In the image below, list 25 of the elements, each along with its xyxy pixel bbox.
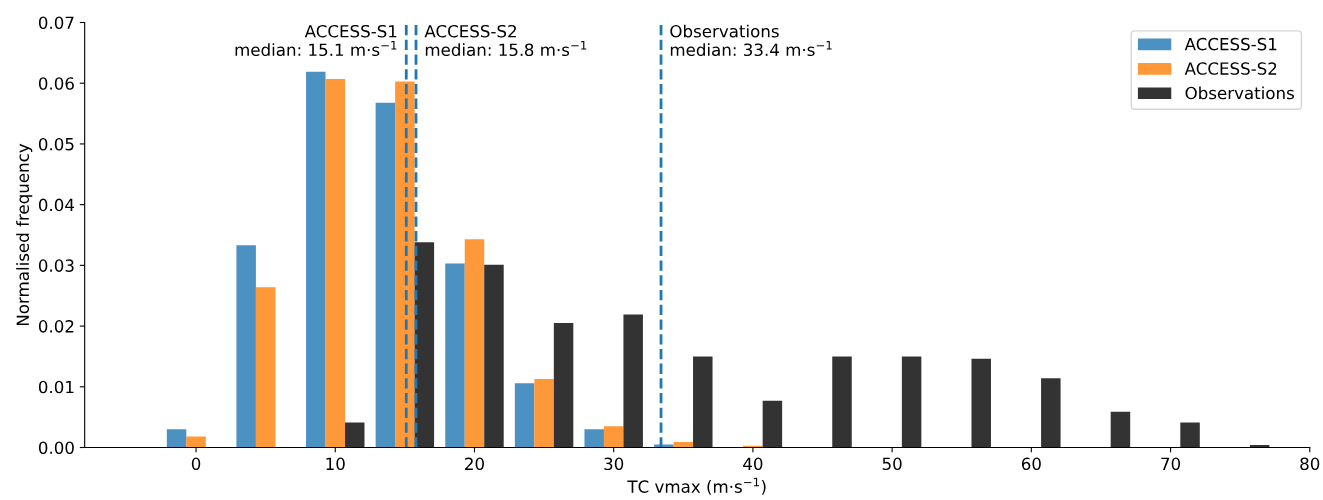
x-tick-label: 20 <box>465 457 484 471</box>
y-tick-label: 0.01 <box>38 380 74 394</box>
ref-line-label: ACCESS-S2 median: 15.8 m·s$^{−1}$ <box>424 24 587 57</box>
x-axis-title: TC vmax (m·s$^{−1}$) <box>627 477 766 495</box>
legend-label: ACCESS-S2 <box>1184 62 1277 75</box>
x-tick-label: 40 <box>743 457 763 471</box>
legend-label: ACCESS-S1 <box>1184 37 1277 51</box>
y-tick-label: 0.06 <box>38 77 74 90</box>
x-tick-label: 80 <box>1300 457 1320 471</box>
y-tick-label: 0.00 <box>38 441 74 455</box>
ref-line-label: Observations median: 33.4 m·s$^{−1}$ <box>670 24 832 57</box>
ref-line-label: ACCESS-S1 median: 15.1 m·s$^{−1}$ <box>235 24 397 57</box>
x-tick-label: 50 <box>882 457 902 471</box>
y-axis-title: Normalised frequency <box>16 143 33 326</box>
legend-label: Observations <box>1185 86 1294 100</box>
y-tick-label: 0.05 <box>38 137 74 151</box>
y-tick-label: 0.04 <box>38 198 75 212</box>
x-tick-label: 10 <box>326 457 345 471</box>
y-tick-label: 0.07 <box>38 16 74 30</box>
y-tick-label: 0.02 <box>38 320 74 333</box>
x-tick-label: 60 <box>1021 457 1041 471</box>
y-tick-label: 0.03 <box>38 259 74 272</box>
x-tick-label: 70 <box>1161 457 1181 471</box>
x-tick-label: 30 <box>604 457 624 471</box>
x-tick-label: 0 <box>191 457 201 471</box>
